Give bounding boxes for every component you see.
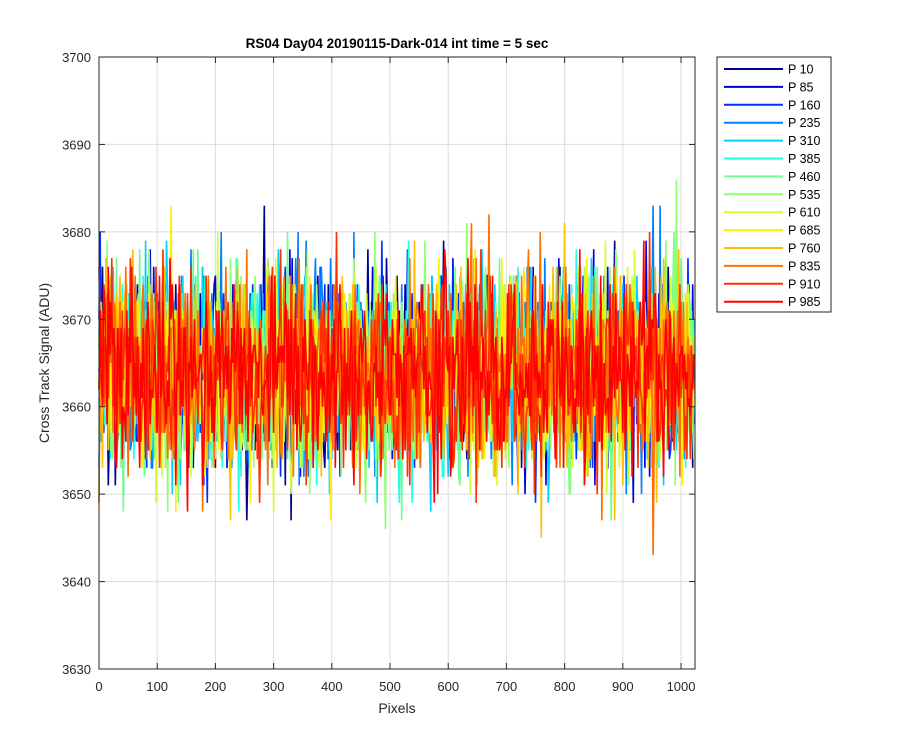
x-tick-label: 600 [437,679,459,694]
legend-items: P 10 P 85 P 160 P 235 P 310 P 385 P 460 P 535 P … [724,63,820,309]
legend-item: P 10 [724,63,814,77]
legend-item: P 985 [724,295,820,309]
plot-area: 0 100 200 300 400 500 600 700 800 900 1000 3630 364… [62,50,696,694]
y-axis-ticks: 3630 3640 3650 3660 3670 3680 3690 3700 [62,50,695,677]
legend-label: P 685 [788,224,820,238]
y-tick-label: 3680 [62,225,91,240]
y-tick-label: 3670 [62,312,91,327]
legend-item: P 685 [724,224,820,238]
legend-item: P 610 [724,206,820,220]
x-tick-label: 0 [95,679,102,694]
x-axis-ticks: 0 100 200 300 400 500 600 700 800 900 1000 [95,57,695,694]
legend-label: P 235 [788,116,820,130]
legend-item: P 910 [724,277,820,291]
series-line-p985 [98,240,695,512]
x-axis-label: Pixels [378,700,415,716]
legend-item: P 310 [724,134,820,148]
y-tick-label: 3690 [62,137,91,152]
y-tick-label: 3700 [62,50,91,65]
legend-box [716,56,832,313]
legend: P 10 P 85 P 160 P 235 P 310 P 385 P 460 P 535 P … [716,56,832,313]
legend-label: P 910 [788,277,820,291]
chart-title: RS04 Day04 20190115-Dark-014 int time = … [246,36,549,51]
legend-label: P 535 [788,188,820,202]
legend-label: P 385 [788,152,820,166]
y-tick-label: 3630 [62,662,91,677]
legend-label: P 610 [788,206,820,220]
legend-item: P 460 [724,170,820,184]
x-tick-label: 300 [263,679,285,694]
x-tick-label: 800 [554,679,576,694]
legend-label: P 835 [788,259,820,273]
legend-item: P 160 [724,98,820,112]
x-tick-label: 100 [146,679,168,694]
x-tick-label: 700 [496,679,518,694]
x-tick-label: 500 [379,679,401,694]
y-axis-label: Cross Track Signal (ADU) [36,283,52,443]
legend-label: P 310 [788,134,820,148]
legend-label: P 85 [788,80,814,94]
legend-label: P 160 [788,98,820,112]
x-tick-label: 900 [612,679,634,694]
x-tick-label: 200 [205,679,227,694]
y-tick-label: 3660 [62,400,91,415]
legend-item: P 235 [724,116,820,130]
legend-item: P 760 [724,242,820,256]
legend-label: P 760 [788,242,820,256]
legend-label: P 460 [788,170,820,184]
legend-item: P 835 [724,259,820,273]
y-tick-label: 3640 [62,575,91,590]
series-lines [98,179,695,556]
x-tick-label: 1000 [667,679,696,694]
legend-item: P 85 [724,80,814,94]
x-tick-label: 400 [321,679,343,694]
legend-label: P 985 [788,295,820,309]
legend-item: P 385 [724,152,820,166]
legend-label: P 10 [788,63,814,77]
legend-item: P 535 [724,188,820,202]
plot-border [98,56,696,670]
y-tick-label: 3650 [62,487,91,502]
